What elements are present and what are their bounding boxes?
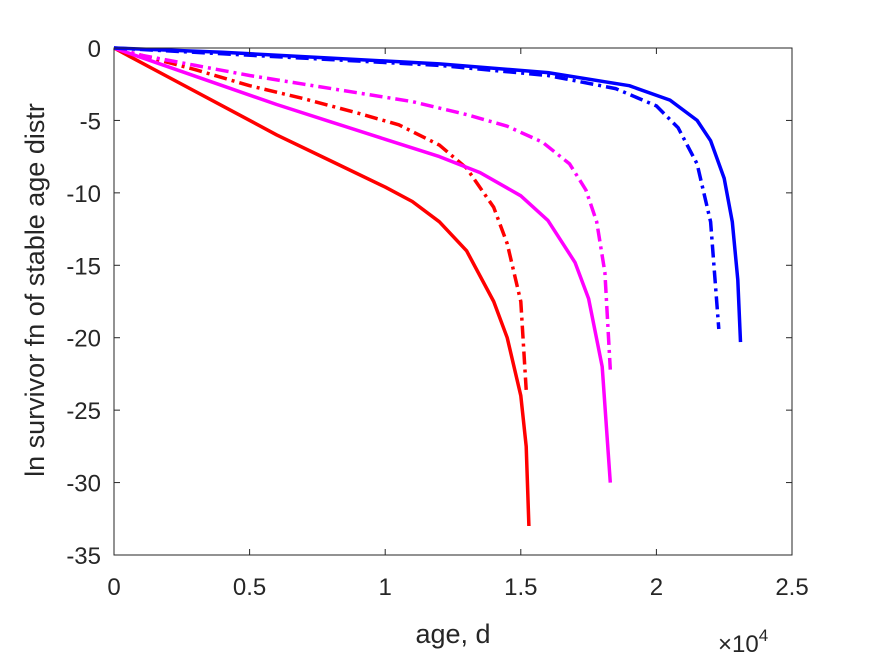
series-line-4: [113, 46, 613, 370]
y-tick-label: -25: [66, 398, 101, 425]
x-tick-label: 2: [650, 574, 663, 601]
series-line-3: [113, 46, 613, 483]
x-tick-label: 2.5: [775, 574, 808, 601]
y-tick-label: -5: [80, 108, 101, 135]
series-line-6: [113, 46, 721, 330]
plot-background: [114, 48, 792, 555]
y-tick-label: -30: [66, 471, 101, 498]
x-axis-label: age, d: [415, 619, 490, 649]
y-tick-label: -15: [66, 253, 101, 280]
y-tick-label: 0: [88, 36, 101, 63]
x-tick-label: 1.5: [504, 574, 537, 601]
x-tick-label: 0: [107, 574, 120, 601]
y-axis-label: ln survivor fn of stable age distr: [20, 103, 50, 477]
y-tick-label: -20: [66, 326, 101, 353]
x-multiplier-exponent: 4: [759, 626, 768, 645]
series-line-1: [113, 46, 531, 527]
tick-layer: 0 0.5 1 1.5 2 2.5 0 -5 -10 -15 -20 -25 -30 -35: [66, 36, 808, 601]
series-layer: [113, 46, 743, 527]
x-tick-label: 1: [379, 574, 392, 601]
x-tick-label: 0.5: [233, 574, 266, 601]
x-multiplier-label: ×104: [718, 626, 768, 656]
x-multiplier-base: ×10: [718, 631, 759, 656]
plot-box: [113, 47, 793, 556]
y-tick-label: -10: [66, 181, 101, 208]
y-tick-label: -35: [66, 543, 101, 570]
series-line-2: [113, 46, 528, 391]
